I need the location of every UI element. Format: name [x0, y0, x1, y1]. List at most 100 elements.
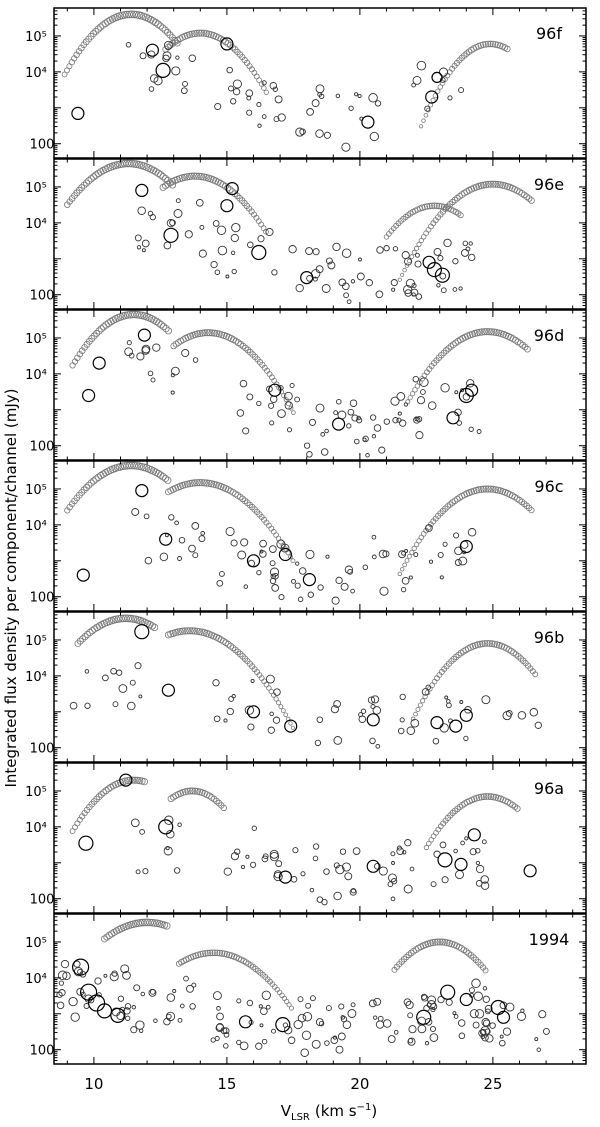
data-point [56, 1001, 65, 1010]
data-point [453, 532, 460, 539]
data-point [459, 700, 464, 704]
data-point [213, 797, 220, 805]
data-point [370, 704, 376, 710]
data-point [193, 627, 201, 635]
data-point [111, 161, 119, 170]
data-point [437, 551, 444, 559]
data-point [362, 564, 369, 571]
data-point [94, 25, 102, 33]
data-point [200, 29, 208, 37]
data-point [297, 596, 304, 603]
data-point [491, 41, 499, 48]
data-point [331, 596, 340, 605]
data-point [440, 383, 450, 393]
data-point [437, 255, 444, 262]
data-point [393, 1029, 399, 1035]
data-point [222, 1027, 230, 1035]
data-point [119, 312, 127, 320]
data-point [443, 238, 452, 248]
data-point [324, 1040, 330, 1046]
data-point [94, 977, 102, 985]
data-point [401, 576, 410, 585]
data-point [234, 192, 241, 200]
data-point [73, 960, 81, 968]
panel-96a: 100 10⁴ 10⁵ 96a [25, 762, 587, 914]
data-point [284, 401, 293, 410]
data-point [208, 329, 216, 337]
data-point [96, 23, 105, 31]
data-point [278, 704, 284, 709]
data-point [240, 538, 249, 547]
data-point [100, 323, 108, 331]
data-point [151, 919, 159, 927]
data-point [231, 268, 237, 275]
data-point [137, 206, 146, 215]
data-point [403, 284, 413, 295]
data-point [228, 695, 235, 702]
data-point [445, 998, 453, 1006]
data-point [97, 791, 105, 798]
data-point [269, 711, 274, 717]
data-point-large [459, 539, 473, 554]
data-point [280, 543, 290, 553]
data-point [188, 544, 196, 553]
data-point [225, 274, 230, 279]
data-point [261, 85, 267, 91]
data-point [476, 640, 484, 648]
data-point [489, 485, 497, 493]
data-point [312, 855, 319, 862]
data-point-large [284, 719, 298, 733]
data-point-large [467, 828, 481, 842]
data-point [188, 30, 196, 38]
data-point [109, 972, 119, 982]
data-point-large [71, 958, 90, 976]
data-point-large [220, 199, 234, 213]
data-point-large [251, 244, 267, 261]
data-point [191, 982, 197, 988]
data-point [297, 1013, 307, 1023]
data-point [160, 322, 168, 331]
data-point [312, 248, 320, 256]
panel-96b: 100 10⁴ 10⁵ 96b [25, 611, 587, 763]
data-point [377, 1015, 384, 1022]
data-point [216, 1023, 224, 1031]
data-point [298, 567, 307, 575]
data-point [171, 66, 181, 76]
data-point [482, 995, 490, 1003]
data-point [312, 276, 318, 282]
y-tick-label: 100 [30, 893, 55, 908]
data-point [69, 701, 78, 710]
data-point [387, 881, 394, 888]
data-point [409, 866, 415, 872]
data-point [401, 251, 410, 260]
data-point [263, 89, 269, 95]
data-point [170, 342, 178, 350]
data-point [273, 116, 280, 123]
data-point [411, 292, 416, 297]
data-point [206, 329, 214, 337]
data-point [417, 702, 423, 708]
data-point [153, 76, 163, 86]
x-axis-label-symbol: V [281, 1102, 292, 1120]
data-point [242, 427, 250, 435]
data-point-large [96, 1003, 113, 1019]
data-point [369, 131, 379, 142]
data-point [128, 159, 136, 168]
data-point [418, 124, 424, 129]
data-point [397, 277, 402, 282]
data-point [124, 347, 133, 357]
data-point [97, 325, 105, 333]
data-point [330, 1036, 339, 1045]
data-point [489, 1022, 496, 1029]
data-point [404, 263, 410, 268]
data-point [499, 1039, 506, 1047]
data-point [110, 616, 118, 624]
data-point-large [87, 994, 106, 1012]
data-point [411, 283, 417, 289]
data-point [455, 870, 464, 880]
data-point [133, 776, 141, 784]
y-tick-label: 100 [30, 289, 55, 304]
data-point [485, 328, 493, 336]
data-point [60, 959, 70, 969]
data-point [293, 1019, 303, 1030]
